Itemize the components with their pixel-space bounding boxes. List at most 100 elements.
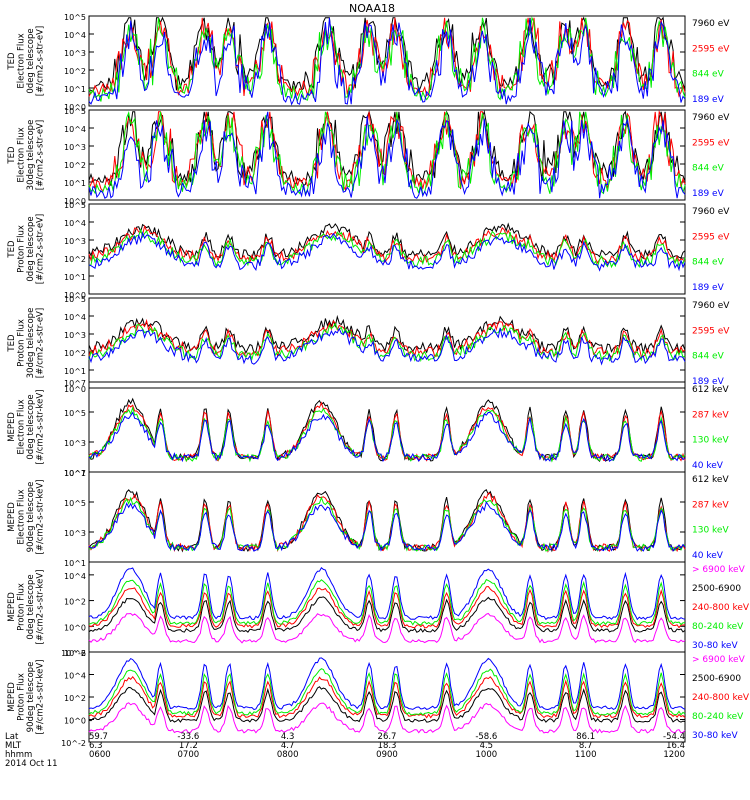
- legend-entry: 80-240 keV: [692, 622, 744, 632]
- legend-entry: > 6900 keV: [692, 565, 746, 575]
- footer-row-label: MLT: [5, 741, 22, 751]
- y-tick-label: 10^5: [64, 201, 86, 210]
- legend-entry: 2595 eV: [692, 44, 730, 54]
- legend-entry: 80-240 keV: [692, 712, 744, 722]
- footer-lat: -54.4: [663, 732, 685, 742]
- legend-entry: 30-80 keV: [692, 641, 738, 651]
- y-tick-label: 10^4: [64, 572, 86, 581]
- legend-entry: 240-800 keV: [692, 693, 750, 703]
- series-line: [88, 612, 686, 644]
- y-axis-label: 0deg telescope: [26, 28, 36, 93]
- y-tick-label: 10^3: [64, 331, 86, 340]
- footer-hhmm: 0900: [376, 750, 398, 760]
- y-axis-label: [#/cm2-s-str-eV]: [36, 214, 46, 284]
- series-line: [88, 327, 686, 366]
- panel-6: 10^1 10^3 10^5 10^7 MEPED Electron Flux 90deg …: [7, 469, 729, 568]
- y-tick-label: 10^0: [64, 291, 86, 300]
- footer-row-label: hhmm: [5, 750, 32, 760]
- footer-hhmm: 1100: [575, 750, 597, 760]
- y-axis-label: Proton Flux: [17, 225, 27, 273]
- y-axis-label: TED: [7, 334, 17, 353]
- y-axis-label: TED: [7, 146, 17, 165]
- series-line: [88, 489, 686, 553]
- y-tick-label: 10^4: [64, 219, 86, 228]
- legend-entry: 130 keV: [692, 526, 729, 536]
- footer-hhmm: 0700: [178, 750, 200, 760]
- y-tick-label: 10^1: [64, 85, 86, 94]
- y-axis-label: MEPED: [7, 412, 17, 442]
- legend-entry: 2595 eV: [692, 232, 730, 242]
- y-axis-label: MEPED: [7, 682, 17, 712]
- legend-entry: 40 keV: [692, 461, 724, 471]
- y-tick-label: 10^3: [64, 49, 86, 58]
- y-tick-label: 10^1: [64, 273, 86, 282]
- y-tick-label: 10^3: [64, 237, 86, 246]
- footer-hhmm: 1000: [476, 750, 498, 760]
- y-tick-label: 10^-2: [61, 739, 86, 748]
- legend-entry: 287 keV: [692, 500, 729, 510]
- y-tick-label: 10^5: [64, 409, 86, 418]
- y-tick-label: 10^7: [64, 379, 86, 388]
- footer-mlt: 4.7: [281, 741, 295, 751]
- panel-3: 10^0 10^1 10^2 10^3 10^4 10^5 TED Proton Flux 0d…: [7, 201, 730, 300]
- y-axis-label: 0deg telescope: [26, 394, 36, 459]
- y-axis-label: Electron Flux: [17, 489, 27, 544]
- series-line: [88, 657, 686, 711]
- legend-entry: 2595 eV: [692, 326, 730, 336]
- y-axis-label: [#/cm2-s-str-eV]: [36, 308, 46, 378]
- panel-1: 10^0 10^1 10^2 10^3 10^4 10^5 TED Electron Flux…: [7, 13, 730, 112]
- series-line: [88, 111, 686, 199]
- y-axis-label: 30deg telescope: [26, 308, 36, 379]
- y-axis-label: Electron Flux: [17, 127, 27, 182]
- y-tick-label: 10^4: [64, 31, 86, 40]
- y-tick-label: 10^0: [64, 197, 86, 206]
- y-axis-label: 90deg telescope: [26, 662, 36, 733]
- legend-entry: 287 keV: [692, 410, 729, 420]
- legend-entry: 7960 eV: [692, 113, 730, 123]
- y-axis-label: TED: [7, 240, 17, 259]
- footer-mlt: 17.2: [179, 741, 198, 751]
- y-tick-label: 10^5: [64, 295, 86, 304]
- series-line: [88, 228, 686, 269]
- y-tick-label: 10^3: [64, 529, 86, 538]
- y-tick-label: 10^-2: [61, 649, 86, 658]
- y-axis-label: [#/cm2-s-str-keV]: [36, 660, 46, 735]
- y-tick-label: 10^1: [64, 367, 86, 376]
- y-axis-label: 0deg telescope: [26, 574, 36, 639]
- legend-entry: 240-800 keV: [692, 603, 750, 613]
- y-tick-label: 10^0: [64, 717, 86, 726]
- y-tick-label: 10^5: [64, 499, 86, 508]
- y-tick-label: 10^4: [64, 313, 86, 322]
- footer-mlt: 16.4: [666, 741, 685, 751]
- y-tick-label: 10^0: [64, 103, 86, 112]
- footer-lat: -58.6: [475, 732, 497, 742]
- panel-frame: [88, 651, 686, 743]
- legend-entry: > 6900 keV: [692, 655, 746, 665]
- y-tick-label: 10^4: [64, 125, 86, 134]
- y-axis-label: 30deg telescope: [26, 120, 36, 191]
- footer-lat: 4.3: [281, 732, 295, 742]
- y-tick-label: 10^2: [64, 67, 86, 76]
- legend-entry: 2595 eV: [692, 138, 730, 148]
- series-line: [88, 109, 686, 192]
- series-line: [88, 596, 686, 633]
- panel-frame: [88, 297, 686, 389]
- series-line: [88, 668, 686, 716]
- y-tick-label: 10^6: [64, 649, 86, 658]
- y-tick-label: 10^1: [64, 179, 86, 188]
- legend-entry: 7960 eV: [692, 301, 730, 311]
- legend-entry: 189 eV: [692, 189, 725, 199]
- y-tick-label: 10^2: [64, 255, 86, 264]
- y-tick-label: 10^4: [64, 672, 86, 681]
- legend-entry: 844 eV: [692, 164, 725, 174]
- legend-entry: 7960 eV: [692, 19, 730, 29]
- panel-frame: [88, 561, 686, 653]
- footer-mlt: 6.3: [89, 741, 103, 751]
- y-tick-label: 10^1: [64, 469, 86, 478]
- y-tick-label: 10^2: [64, 598, 86, 607]
- legend-entry: 189 eV: [692, 377, 725, 387]
- legend-entry: 844 eV: [692, 258, 725, 268]
- legend-entry: 612 keV: [692, 385, 729, 395]
